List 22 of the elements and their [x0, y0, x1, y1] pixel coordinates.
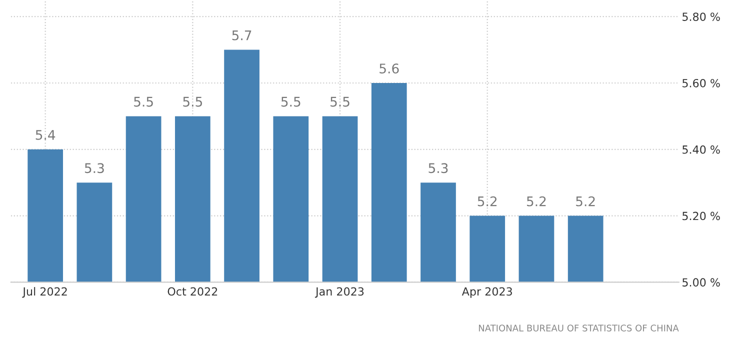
y-tick-label: 5.80 %: [682, 12, 720, 21]
data-label: 5.7: [232, 30, 252, 40]
data-label: 5.5: [330, 96, 350, 107]
y-tick-label: 5.40 %: [682, 145, 720, 154]
x-tick-label: Oct 2022: [168, 287, 218, 296]
data-label: 5.4: [36, 130, 56, 140]
data-label: 5.5: [134, 96, 153, 107]
data-label: 5.3: [428, 163, 448, 174]
x-tick-label: Jul 2022: [22, 287, 67, 298]
y-tick-label: 5.00 %: [682, 278, 720, 287]
x-tick-label: Jan 2023: [314, 287, 364, 298]
y-tick-label: 5.60 %: [682, 78, 720, 88]
data-label: 5.2: [526, 196, 546, 206]
data-label: 5.2: [576, 196, 595, 206]
x-tick-label: Apr 2023: [462, 287, 512, 298]
data-label: 5.6: [380, 64, 399, 74]
data-label: 5.3: [84, 163, 104, 174]
data-label: 5.5: [281, 96, 300, 107]
data-label: 5.5: [183, 96, 202, 107]
y-tick-label: 5.20 %: [682, 212, 720, 220]
data-label: 5.2: [478, 196, 497, 206]
text: NATIONAL BUREAU OF STATISTICS OF CHINA: [478, 324, 679, 332]
